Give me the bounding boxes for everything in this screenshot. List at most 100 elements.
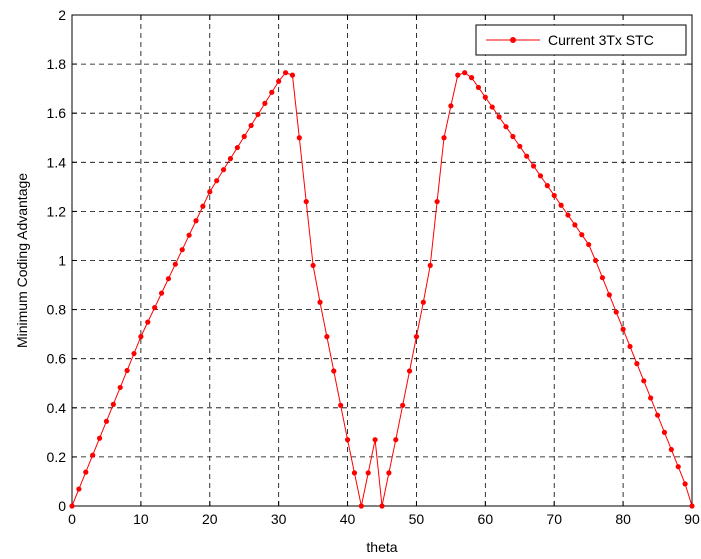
x-tick-labels: 0 10 20 30 40 50 60 70 80 90 bbox=[68, 511, 700, 527]
data-point bbox=[289, 72, 296, 78]
data-point bbox=[579, 232, 585, 238]
data-point bbox=[324, 334, 330, 340]
data-point bbox=[682, 481, 688, 487]
data-point bbox=[689, 503, 695, 509]
legend-entry-label: Current 3Tx STC bbox=[548, 32, 654, 48]
data-point bbox=[489, 104, 495, 110]
x-axis-label: theta bbox=[366, 539, 397, 555]
y-tick-label: 1.8 bbox=[47, 56, 67, 72]
y-tick-label: 1 bbox=[58, 253, 66, 269]
y-tick-label: 0.8 bbox=[47, 302, 67, 318]
data-point bbox=[193, 218, 199, 224]
data-point bbox=[317, 299, 323, 305]
data-point bbox=[544, 183, 550, 189]
data-point bbox=[462, 70, 468, 76]
data-point bbox=[351, 470, 358, 476]
data-point bbox=[386, 470, 392, 476]
data-point bbox=[406, 368, 413, 374]
data-point bbox=[654, 412, 661, 418]
data-point bbox=[83, 469, 89, 475]
data-point bbox=[510, 133, 516, 140]
data-point bbox=[448, 103, 454, 109]
series-line bbox=[71, 72, 693, 507]
data-point bbox=[613, 309, 619, 315]
data-point bbox=[248, 122, 254, 129]
data-point bbox=[207, 189, 213, 195]
y-tick-label: 1.6 bbox=[47, 105, 67, 121]
x-tick-label: 20 bbox=[202, 511, 218, 527]
data-point bbox=[496, 114, 502, 120]
data-point bbox=[558, 202, 564, 208]
data-point bbox=[475, 84, 482, 91]
data-point bbox=[634, 361, 640, 367]
data-point bbox=[276, 78, 282, 84]
data-point bbox=[517, 143, 523, 149]
data-point bbox=[90, 452, 96, 458]
legend-marker-sample bbox=[510, 37, 516, 43]
data-point bbox=[269, 89, 275, 95]
x-tick-label: 50 bbox=[409, 511, 425, 527]
x-tick-label: 0 bbox=[68, 511, 76, 527]
data-point bbox=[179, 247, 185, 253]
data-point bbox=[648, 395, 654, 401]
data-point bbox=[103, 418, 110, 424]
data-point bbox=[282, 70, 289, 76]
data-point bbox=[427, 262, 433, 269]
data-point bbox=[482, 94, 488, 100]
x-tick-label: 40 bbox=[340, 511, 356, 527]
data-point bbox=[586, 241, 592, 248]
data-point bbox=[186, 232, 192, 238]
data-point bbox=[131, 350, 137, 357]
data-point bbox=[331, 368, 337, 374]
data-point bbox=[413, 334, 420, 340]
data-point bbox=[344, 437, 351, 443]
y-tick-label: 0 bbox=[58, 498, 66, 514]
x-tick-label: 10 bbox=[133, 511, 149, 527]
data-point bbox=[69, 503, 75, 509]
data-point bbox=[200, 203, 206, 209]
data-point bbox=[76, 486, 82, 492]
data-point bbox=[606, 292, 612, 298]
data-point bbox=[214, 178, 220, 184]
data-point bbox=[110, 401, 116, 407]
data-point bbox=[420, 299, 426, 305]
y-tick-label: 0.2 bbox=[47, 449, 67, 465]
data-point bbox=[227, 156, 234, 162]
data-point bbox=[379, 503, 385, 509]
x-tick-label: 30 bbox=[271, 511, 287, 527]
data-point bbox=[96, 435, 103, 441]
x-tick-label: 60 bbox=[478, 511, 494, 527]
data-point bbox=[668, 446, 674, 453]
data-point bbox=[565, 212, 571, 218]
data-point bbox=[338, 402, 344, 408]
data-point bbox=[524, 153, 530, 159]
data-point bbox=[530, 163, 537, 169]
x-tick-label: 80 bbox=[615, 511, 631, 527]
data-point bbox=[599, 275, 606, 281]
data-point bbox=[641, 378, 647, 384]
data-point bbox=[537, 173, 544, 179]
data-point bbox=[117, 384, 123, 391]
data-point bbox=[241, 133, 247, 140]
data-point bbox=[627, 343, 633, 350]
data-point bbox=[262, 100, 268, 106]
data-point bbox=[152, 305, 158, 311]
data-point bbox=[220, 167, 227, 173]
y-tick-label: 2 bbox=[58, 7, 66, 23]
data-point bbox=[455, 72, 461, 78]
y-tick-label: 1.4 bbox=[47, 154, 67, 170]
data-point bbox=[675, 464, 681, 470]
data-point bbox=[503, 124, 509, 130]
y-tick-label: 0.4 bbox=[47, 400, 67, 416]
data-point bbox=[296, 135, 302, 141]
data-point bbox=[468, 75, 475, 81]
y-tick-label: 1.2 bbox=[47, 203, 67, 219]
data-point bbox=[572, 222, 578, 228]
data-point bbox=[551, 192, 557, 199]
grid bbox=[72, 15, 692, 506]
y-axis-label: Minimum Coding Advantage bbox=[14, 173, 30, 348]
data-point bbox=[441, 135, 447, 141]
y-tick-label: 0.6 bbox=[47, 351, 67, 367]
data-point bbox=[358, 503, 364, 509]
